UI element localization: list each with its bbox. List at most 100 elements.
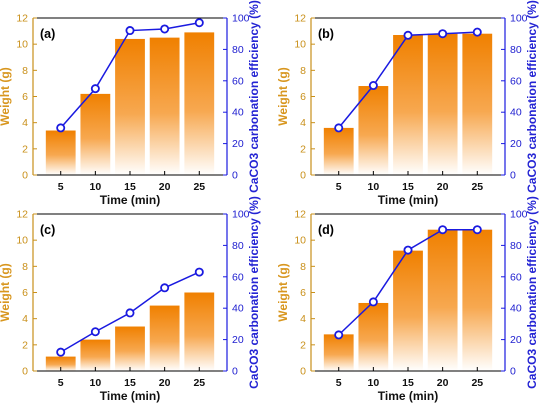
efficiency-point-15 (403, 245, 413, 255)
left-tick-label: 10 (16, 39, 28, 51)
left-tick-label: 12 (294, 13, 306, 25)
x-tick-label: 15 (402, 377, 414, 389)
left-tick-label: 10 (16, 235, 28, 247)
chart-panel-4: 0 2 4 6 8 10 12 0 20 40 60 80 100 5 10 15 20 25 (d) Time (m… (276, 196, 539, 403)
x-tick-label: 10 (368, 181, 380, 193)
efficiency-point-10 (90, 84, 100, 94)
left-tick-label: 0 (22, 366, 28, 378)
left-tick-label: 8 (22, 261, 28, 273)
efficiency-point-5 (56, 347, 66, 357)
right-tick-label: 80 (232, 44, 244, 56)
efficiency-point-25 (472, 225, 482, 235)
x-axis-title: Time (min) (100, 193, 160, 207)
x-axis-title: Time (min) (378, 193, 438, 207)
left-tick-label: 0 (300, 366, 306, 378)
right-tick-label: 100 (232, 209, 250, 221)
bar-5 (323, 127, 354, 175)
left-tick-label: 0 (300, 170, 306, 182)
left-axis-title: Weight (g) (0, 263, 12, 321)
right-tick-label: 0 (232, 366, 238, 378)
efficiency-point-10 (90, 327, 100, 337)
bar-5 (45, 356, 76, 371)
left-tick-label: 10 (294, 39, 306, 51)
bar-15 (115, 38, 145, 175)
bar-20 (149, 305, 180, 371)
left-tick-label: 4 (22, 117, 28, 129)
bar-10 (358, 302, 389, 371)
right-axis-title: CaCO3 carbonation efficiency (%) (525, 0, 539, 193)
left-tick-label: 8 (300, 261, 306, 273)
right-tick-label: 0 (510, 170, 516, 182)
x-tick-label: 10 (368, 377, 380, 389)
bar-5 (323, 334, 354, 371)
left-tick-label: 12 (294, 209, 306, 221)
efficiency-point-10 (368, 297, 378, 307)
left-tick-label: 4 (300, 117, 306, 129)
bar-5 (45, 130, 76, 175)
bar-15 (393, 35, 423, 176)
efficiency-point-25 (194, 267, 204, 277)
left-tick-label: 12 (16, 209, 28, 221)
left-tick-label: 4 (22, 313, 28, 325)
bar-10 (80, 339, 111, 371)
left-tick-label: 2 (22, 339, 28, 351)
x-tick-label: 15 (124, 377, 136, 389)
right-tick-label: 100 (232, 13, 250, 25)
right-tick-label: 60 (510, 271, 522, 283)
left-tick-label: 2 (22, 143, 28, 155)
bar-25 (184, 32, 215, 176)
panel-label: (d) (318, 223, 334, 237)
panel-label: (b) (318, 27, 334, 41)
efficiency-point-5 (56, 123, 66, 133)
panel-label: (a) (40, 27, 55, 41)
efficiency-point-25 (194, 18, 204, 28)
x-tick-label: 5 (336, 181, 342, 193)
x-tick-label: 5 (58, 181, 64, 193)
bar-20 (427, 33, 458, 176)
panel-label: (c) (40, 223, 55, 237)
right-tick-label: 60 (232, 271, 244, 283)
x-tick-label: 25 (471, 181, 483, 193)
x-tick-label: 15 (124, 181, 136, 193)
right-tick-label: 100 (510, 13, 528, 25)
right-tick-label: 60 (232, 75, 244, 87)
efficiency-point-20 (438, 29, 448, 39)
left-axis-title: Weight (g) (276, 263, 290, 321)
left-tick-label: 0 (22, 170, 28, 182)
bar-20 (427, 229, 458, 371)
right-tick-label: 40 (232, 107, 244, 119)
efficiency-point-15 (125, 26, 135, 36)
left-tick-label: 8 (300, 65, 306, 77)
chart-panel-3: 0 2 4 6 8 10 12 0 20 40 60 80 100 5 10 15 20 25 (c) Time (m… (0, 196, 261, 403)
left-tick-label: 4 (300, 313, 306, 325)
bar-10 (358, 86, 389, 175)
right-axis-title: CaCO3 carbonation efficiency (%) (247, 196, 261, 389)
left-tick-label: 10 (294, 235, 306, 247)
left-tick-label: 6 (22, 287, 28, 299)
efficiency-point-15 (403, 30, 413, 40)
right-tick-label: 0 (510, 366, 516, 378)
x-axis-title: Time (min) (100, 389, 160, 403)
bar-25 (184, 292, 215, 371)
right-tick-label: 20 (232, 138, 244, 150)
right-tick-label: 80 (510, 240, 522, 252)
x-tick-label: 15 (402, 181, 414, 193)
efficiency-point-5 (334, 330, 344, 340)
left-tick-label: 6 (22, 91, 28, 103)
left-axis-title: Weight (g) (276, 67, 290, 125)
right-tick-label: 40 (232, 303, 244, 315)
right-axis-title: CaCO3 carbonation efficiency (%) (247, 0, 261, 193)
right-tick-label: 20 (510, 138, 522, 150)
right-tick-label: 40 (510, 303, 522, 315)
efficiency-point-20 (160, 283, 170, 293)
right-tick-label: 40 (510, 107, 522, 119)
x-axis-title: Time (min) (378, 389, 438, 403)
chart-panel-2: 0 2 4 6 8 10 12 0 20 40 60 80 100 5 10 15 20 25 (b) Time (m… (276, 0, 539, 207)
bar-20 (149, 37, 180, 175)
x-tick-label: 5 (58, 377, 64, 389)
efficiency-point-15 (125, 308, 135, 318)
left-tick-label: 6 (300, 287, 306, 299)
x-tick-label: 10 (90, 377, 102, 389)
right-tick-label: 20 (232, 334, 244, 346)
right-axis-title: CaCO3 carbonation efficiency (%) (525, 196, 539, 389)
